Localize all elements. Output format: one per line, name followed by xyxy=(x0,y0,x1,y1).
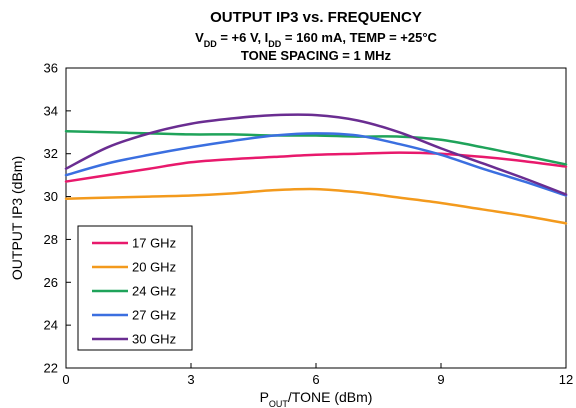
tick-marks xyxy=(65,67,567,369)
legend-box xyxy=(77,225,193,351)
y-tick-label: 36 xyxy=(44,61,58,76)
series-line-4 xyxy=(64,113,568,196)
series-line-3 xyxy=(64,132,568,197)
y-tick-label: 32 xyxy=(44,146,58,161)
x-tick-label: 0 xyxy=(62,372,69,387)
y-tick-label: 26 xyxy=(44,275,58,290)
y-tick-label: 22 xyxy=(44,361,58,376)
y-axis-label: OUTPUT IP3 (dBm) xyxy=(9,156,25,280)
x-tick-label: 3 xyxy=(187,372,194,387)
y-tick-label: 24 xyxy=(44,318,58,333)
legend-label-3: 27 GHz xyxy=(132,308,176,323)
chart-subtitle-2: TONE SPACING = 1 MHz xyxy=(241,48,392,63)
legend-label-1: 20 GHz xyxy=(132,260,176,275)
chart-title: OUTPUT IP3 vs. FREQUENCY xyxy=(210,9,422,26)
x-tick-label: 6 xyxy=(312,372,319,387)
legend: 17 GHz 20 GHz 24 GHz 27 GHz 30 GHz xyxy=(77,225,193,351)
y-tick-label: 30 xyxy=(44,189,58,204)
y-tick-label: 34 xyxy=(44,103,58,118)
x-tick-label: 9 xyxy=(437,372,444,387)
legend-label-0: 17 GHz xyxy=(132,236,176,251)
series-line-0 xyxy=(64,151,568,183)
series-lines xyxy=(64,113,568,225)
x-tick-label: 12 xyxy=(559,372,573,387)
legend-label-4: 30 GHz xyxy=(132,332,176,347)
chart-subtitle: VDD = +6 V, IDD = 160 mA, TEMP = +25°C xyxy=(195,30,437,49)
series-line-1 xyxy=(64,187,568,225)
legend-label-2: 24 GHz xyxy=(132,284,176,299)
y-tick-label: 28 xyxy=(44,232,58,247)
x-axis-label: POUT/TONE (dBm) xyxy=(260,389,373,408)
